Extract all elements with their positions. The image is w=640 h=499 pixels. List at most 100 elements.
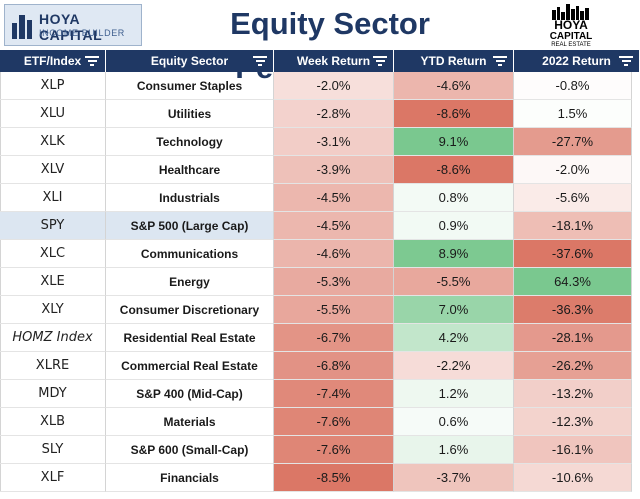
cell-ytd-return: -5.5% xyxy=(394,268,514,296)
cell-etf: XLI xyxy=(0,184,106,212)
cell-ytd-return: -8.6% xyxy=(394,100,514,128)
table-row: XLE Energy -5.3% -5.5% 64.3% xyxy=(0,268,640,296)
cell-ytd-return: -3.7% xyxy=(394,464,514,492)
column-header-week-return[interactable]: Week Return xyxy=(274,50,394,72)
cell-sector: Communications xyxy=(106,240,274,268)
table-row: XLY Consumer Discretionary -5.5% 7.0% -36.3% xyxy=(0,296,640,324)
cell-ytd-return: 8.9% xyxy=(394,240,514,268)
cell-week-return: -7.6% xyxy=(274,408,394,436)
cell-etf: XLF xyxy=(0,464,106,492)
table-row: MDY S&P 400 (Mid-Cap) -7.4% 1.2% -13.2% xyxy=(0,380,640,408)
cell-etf: XLB xyxy=(0,408,106,436)
cell-sector: Healthcare xyxy=(106,156,274,184)
filter-icon[interactable] xyxy=(373,56,387,66)
logo-left-line1: HOYA CAPITAL xyxy=(39,11,103,43)
cell-ytd-return: -4.6% xyxy=(394,72,514,100)
cell-etf: XLE xyxy=(0,268,106,296)
cell-etf: SLY xyxy=(0,436,106,464)
cell-week-return: -2.8% xyxy=(274,100,394,128)
cell-week-return: -4.5% xyxy=(274,184,394,212)
table-row: XLC Communications -4.6% 8.9% -37.6% xyxy=(0,240,640,268)
page-title: Equity Sector Performance xyxy=(230,6,430,85)
hoya-capital-real-estate-logo: HOYA CAPITAL REAL ESTATE xyxy=(542,4,600,48)
cell-2022-return: 64.3% xyxy=(514,268,632,296)
table-row: XLF Financials -8.5% -3.7% -10.6% xyxy=(0,464,640,492)
cell-2022-return: -2.0% xyxy=(514,156,632,184)
cell-sector: S&P 600 (Small-Cap) xyxy=(106,436,274,464)
column-header-week-return-label: Week Return xyxy=(296,54,371,68)
column-header-etf[interactable]: ETF/Index xyxy=(0,50,106,72)
cell-2022-return: -36.3% xyxy=(514,296,632,324)
table-row: XLP Consumer Staples -2.0% -4.6% -0.8% xyxy=(0,72,640,100)
cell-2022-return: -28.1% xyxy=(514,324,632,352)
cell-week-return: -4.6% xyxy=(274,240,394,268)
cell-sector: S&P 400 (Mid-Cap) xyxy=(106,380,274,408)
cell-etf: XLK xyxy=(0,128,106,156)
cell-week-return: -4.5% xyxy=(274,212,394,240)
cell-ytd-return: 0.9% xyxy=(394,212,514,240)
cell-sector: Consumer Discretionary xyxy=(106,296,274,324)
table-row: XLI Industrials -4.5% 0.8% -5.6% xyxy=(0,184,640,212)
cell-ytd-return: 1.2% xyxy=(394,380,514,408)
cell-sector: Industrials xyxy=(106,184,274,212)
cell-week-return: -6.8% xyxy=(274,352,394,380)
filter-icon[interactable] xyxy=(85,56,99,66)
cell-2022-return: -27.7% xyxy=(514,128,632,156)
column-header-2022-return[interactable]: 2022 Return xyxy=(514,50,640,72)
cell-sector: Residential Real Estate xyxy=(106,324,274,352)
cell-sector: Commercial Real Estate xyxy=(106,352,274,380)
column-header-sector[interactable]: Equity Sector xyxy=(106,50,274,72)
cell-week-return: -7.6% xyxy=(274,436,394,464)
hoya-capital-income-builder-logo: HOYA CAPITAL INCOME BUILDER xyxy=(4,4,142,46)
cell-2022-return: -12.3% xyxy=(514,408,632,436)
cell-week-return: -7.4% xyxy=(274,380,394,408)
header: HOYA CAPITAL INCOME BUILDER Equity Secto… xyxy=(0,0,640,85)
filter-icon[interactable] xyxy=(619,56,633,66)
column-header-sector-label: Equity Sector xyxy=(150,54,229,68)
cell-etf: XLU xyxy=(0,100,106,128)
cell-week-return: -5.3% xyxy=(274,268,394,296)
cell-etf: XLRE xyxy=(0,352,106,380)
cell-etf: HOMZ Index xyxy=(0,324,106,352)
cell-ytd-return: 4.2% xyxy=(394,324,514,352)
cell-week-return: -5.5% xyxy=(274,296,394,324)
column-header-2022-return-label: 2022 Return xyxy=(542,54,611,68)
cell-etf: XLP xyxy=(0,72,106,100)
logo-right-line3: REAL ESTATE xyxy=(551,42,591,48)
column-header-ytd-return[interactable]: YTD Return xyxy=(394,50,514,72)
cell-2022-return: -37.6% xyxy=(514,240,632,268)
cell-sector: Materials xyxy=(106,408,274,436)
table-row: SPY S&P 500 (Large Cap) -4.5% 0.9% -18.1% xyxy=(0,212,640,240)
cell-week-return: -6.7% xyxy=(274,324,394,352)
cell-2022-return: -26.2% xyxy=(514,352,632,380)
column-header-ytd-return-label: YTD Return xyxy=(420,54,487,68)
cell-2022-return: -10.6% xyxy=(514,464,632,492)
cell-ytd-return: 7.0% xyxy=(394,296,514,324)
table-row: XLV Healthcare -3.9% -8.6% -2.0% xyxy=(0,156,640,184)
logo-right-line1: HOYA xyxy=(554,18,588,32)
cell-ytd-return: 1.6% xyxy=(394,436,514,464)
table-row: XLK Technology -3.1% 9.1% -27.7% xyxy=(0,128,640,156)
table-row: HOMZ Index Residential Real Estate -6.7% 4.… xyxy=(0,324,640,352)
filter-icon[interactable] xyxy=(253,56,267,66)
city-skyline-icon xyxy=(12,15,32,39)
cell-sector: Energy xyxy=(106,268,274,296)
cell-ytd-return: 0.6% xyxy=(394,408,514,436)
cell-sector: Consumer Staples xyxy=(106,72,274,100)
cell-ytd-return: -2.2% xyxy=(394,352,514,380)
cell-ytd-return: -8.6% xyxy=(394,156,514,184)
cell-sector: Financials xyxy=(106,464,274,492)
cell-week-return: -3.1% xyxy=(274,128,394,156)
filter-icon[interactable] xyxy=(493,56,507,66)
cell-etf: XLY xyxy=(0,296,106,324)
cell-sector: S&P 500 (Large Cap) xyxy=(106,212,274,240)
logo-right-line2: CAPITAL xyxy=(549,31,593,42)
cell-2022-return: -13.2% xyxy=(514,380,632,408)
column-header-etf-label: ETF/Index xyxy=(23,54,82,68)
cell-etf: SPY xyxy=(0,212,106,240)
cell-2022-return: -0.8% xyxy=(514,72,632,100)
cell-2022-return: 1.5% xyxy=(514,100,632,128)
building-skyline-icon xyxy=(552,4,589,20)
cell-sector: Technology xyxy=(106,128,274,156)
